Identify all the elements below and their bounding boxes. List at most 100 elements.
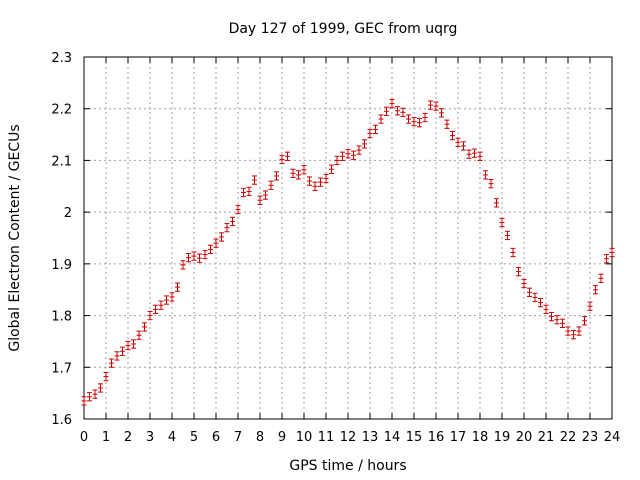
data-point (455, 137, 461, 147)
data-point (549, 311, 554, 322)
data-point (307, 176, 312, 186)
x-tick-label: 24 (604, 430, 621, 445)
data-point (169, 292, 175, 302)
data-point (422, 112, 428, 123)
data-point (565, 326, 571, 336)
data-point (241, 187, 246, 198)
data-point (373, 124, 378, 135)
data-point (246, 186, 252, 197)
x-axis-label: GPS time / hours (289, 458, 406, 474)
data-series (81, 98, 615, 406)
data-point (582, 316, 587, 326)
data-point (593, 285, 598, 295)
data-point (499, 217, 505, 228)
x-tick-label: 12 (340, 430, 357, 445)
data-point (345, 149, 351, 159)
data-point (87, 392, 92, 402)
data-point (450, 130, 455, 141)
data-point (598, 273, 604, 283)
data-point (312, 181, 318, 191)
data-point (186, 253, 191, 263)
y-tick-label: 1.7 (51, 361, 72, 376)
data-point (164, 295, 169, 305)
data-point (604, 254, 609, 264)
data-point (329, 164, 334, 174)
data-point (444, 119, 450, 129)
data-point (263, 190, 268, 200)
data-point (609, 247, 615, 258)
data-point (538, 298, 543, 308)
data-point (235, 204, 241, 215)
data-point (510, 247, 516, 258)
data-point (191, 251, 197, 261)
data-point (131, 339, 136, 349)
data-point (120, 346, 125, 356)
data-point (208, 244, 213, 255)
data-point (587, 301, 593, 311)
data-point (224, 223, 230, 233)
data-point (230, 216, 235, 227)
data-point (472, 148, 477, 158)
data-point (334, 155, 340, 166)
data-point (296, 170, 301, 180)
data-point (488, 179, 494, 189)
x-tick-label: 21 (538, 430, 555, 445)
data-point (389, 98, 395, 109)
x-tick-label: 19 (494, 430, 511, 445)
x-tick-label: 6 (212, 430, 220, 445)
data-point (521, 278, 527, 289)
data-point (356, 145, 362, 155)
data-point (483, 170, 488, 180)
x-tick-label: 23 (582, 430, 599, 445)
x-tick-label: 22 (560, 430, 577, 445)
data-point (268, 180, 274, 190)
data-point (279, 154, 285, 165)
data-point (153, 304, 158, 315)
y-tick-label: 2.3 (51, 51, 72, 66)
data-point (433, 101, 439, 111)
data-point (290, 168, 296, 178)
x-tick-label: 8 (256, 430, 264, 445)
x-tick-label: 16 (428, 430, 445, 445)
data-point (362, 139, 367, 149)
y-axis-label: Global Electron Content / GECUs (7, 124, 23, 351)
data-point (527, 287, 532, 297)
data-point (406, 114, 411, 124)
data-point (301, 165, 307, 175)
x-tick-label: 4 (168, 430, 176, 445)
x-tick-label: 7 (234, 430, 242, 445)
x-tick-label: 17 (450, 430, 467, 445)
data-point (554, 315, 560, 325)
y-tick-label: 1.6 (51, 413, 72, 428)
grid (84, 57, 612, 419)
x-tick-label: 1 (102, 430, 110, 445)
x-tick-label: 3 (146, 430, 154, 445)
data-point (285, 151, 290, 161)
data-point (98, 383, 103, 393)
data-point (81, 396, 87, 406)
x-tick-label: 11 (318, 430, 335, 445)
data-point (411, 117, 417, 127)
data-point (395, 106, 400, 116)
x-tick-label: 20 (516, 430, 533, 445)
data-point (158, 300, 164, 310)
y-tick-label: 2.1 (51, 154, 72, 169)
data-point (417, 118, 422, 128)
x-tick-label: 5 (190, 430, 198, 445)
data-point (400, 107, 406, 117)
data-point (466, 149, 472, 159)
data-point (92, 389, 98, 399)
y-axis: 1.6 1.7 1.8 1.9 2 2.1 2.2 2.3 (51, 51, 612, 428)
data-point (494, 198, 499, 208)
data-point (461, 141, 466, 151)
y-tick-label: 2 (64, 206, 72, 221)
data-point (147, 310, 153, 321)
data-point (560, 318, 565, 328)
x-tick-label: 9 (278, 430, 286, 445)
x-tick-label: 2 (124, 430, 132, 445)
data-point (351, 150, 356, 160)
data-point (532, 292, 538, 303)
data-point (125, 340, 131, 351)
data-point (142, 322, 147, 332)
